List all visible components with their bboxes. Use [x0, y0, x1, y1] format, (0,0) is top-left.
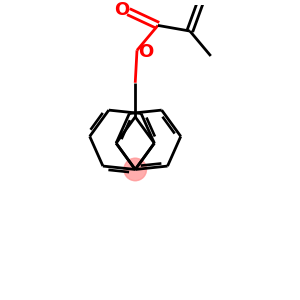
Text: O: O	[114, 1, 130, 19]
Circle shape	[124, 158, 146, 181]
Circle shape	[124, 158, 146, 181]
Text: O: O	[138, 43, 153, 61]
